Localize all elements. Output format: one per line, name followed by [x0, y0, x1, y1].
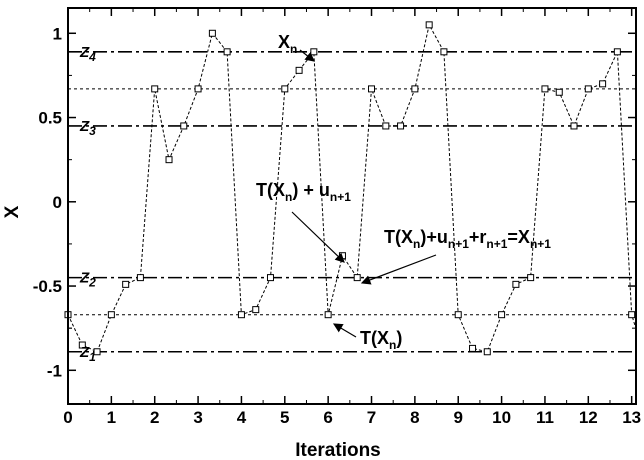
data-point — [93, 348, 101, 356]
data-point — [584, 85, 592, 93]
data-point — [541, 85, 549, 93]
data-point — [266, 274, 274, 282]
data-point — [252, 306, 260, 314]
y-tick-label: 1 — [53, 24, 62, 43]
x-tick-label: 8 — [410, 408, 419, 427]
data-point — [223, 48, 231, 56]
x-tick-label: 4 — [237, 408, 247, 427]
x-tick-label: 2 — [150, 408, 159, 427]
reference-lines — [68, 51, 636, 353]
data-point — [324, 311, 332, 319]
level-label-z3: Z3 — [79, 118, 96, 138]
data-point — [555, 88, 563, 96]
arrow-tu — [291, 211, 345, 263]
x-tick-label: 12 — [579, 408, 598, 427]
x-tick-label: 3 — [193, 408, 202, 427]
annotations: Z4 Z3 Z2 Z1 Xn T(Xn) + un+1 T(Xn)+un+1+rn+1=Xn… — [79, 32, 551, 364]
data-point — [440, 48, 448, 56]
data-point — [208, 29, 216, 37]
annotation-tur: T(Xn)+un+1+rn+1=Xn+1 — [384, 227, 551, 251]
annotation-txn: T(Xn) — [360, 328, 402, 352]
x-tick-label: 9 — [453, 408, 462, 427]
data-point — [353, 274, 361, 282]
x-tick-label: 5 — [280, 408, 289, 427]
data-point — [151, 85, 159, 93]
data-point — [194, 85, 202, 93]
data-point — [165, 156, 173, 164]
x-tick-label: 13 — [622, 408, 641, 427]
data-point — [599, 80, 607, 88]
data-point — [469, 344, 477, 352]
data-point — [512, 280, 520, 288]
data-point — [78, 341, 86, 349]
arrow-xn — [299, 49, 315, 62]
data-point — [397, 122, 405, 130]
data-point — [237, 311, 245, 319]
x-tick-label: 10 — [492, 408, 511, 427]
x-axis-title: Iterations — [295, 440, 381, 460]
data-point — [180, 122, 188, 130]
arrow-tur — [360, 254, 437, 285]
data-point — [310, 48, 318, 56]
y-tick-label: -0.5 — [33, 277, 62, 296]
x-tick-label: 0 — [63, 408, 72, 427]
plot-frame — [67, 7, 637, 405]
annotation-xn: Xn — [278, 32, 297, 56]
y-tick-label: 0.5 — [38, 109, 62, 128]
data-point — [368, 85, 376, 93]
x-tick-label: 6 — [323, 408, 332, 427]
data-point — [122, 280, 130, 288]
data-point — [281, 85, 289, 93]
data-point — [498, 311, 506, 319]
level-label-z4: Z4 — [79, 44, 96, 64]
series — [64, 21, 636, 356]
y-tick-label: 0 — [53, 193, 62, 212]
data-point — [454, 311, 462, 319]
annotation-tu: T(Xn) + un+1 — [256, 180, 351, 204]
x-tick-label: 7 — [367, 408, 376, 427]
level-label-z1: Z1 — [79, 344, 96, 364]
data-point — [107, 311, 115, 319]
level-label-z2: Z2 — [79, 270, 96, 290]
data-point — [483, 348, 491, 356]
x-tick-label: 11 — [536, 408, 554, 427]
y-tick-label: -1 — [47, 361, 62, 380]
data-point — [527, 274, 535, 282]
data-point — [295, 66, 303, 74]
data-point — [425, 21, 433, 29]
data-point — [411, 85, 419, 93]
data-point — [382, 122, 390, 130]
x-tick-label: 1 — [107, 408, 116, 427]
y-axis-title: X — [2, 205, 23, 218]
data-point — [628, 311, 636, 319]
series-line-0 — [68, 23, 636, 353]
arrow-txn — [332, 323, 357, 338]
data-point — [136, 274, 144, 282]
data-point — [570, 122, 578, 130]
data-point — [613, 48, 621, 56]
